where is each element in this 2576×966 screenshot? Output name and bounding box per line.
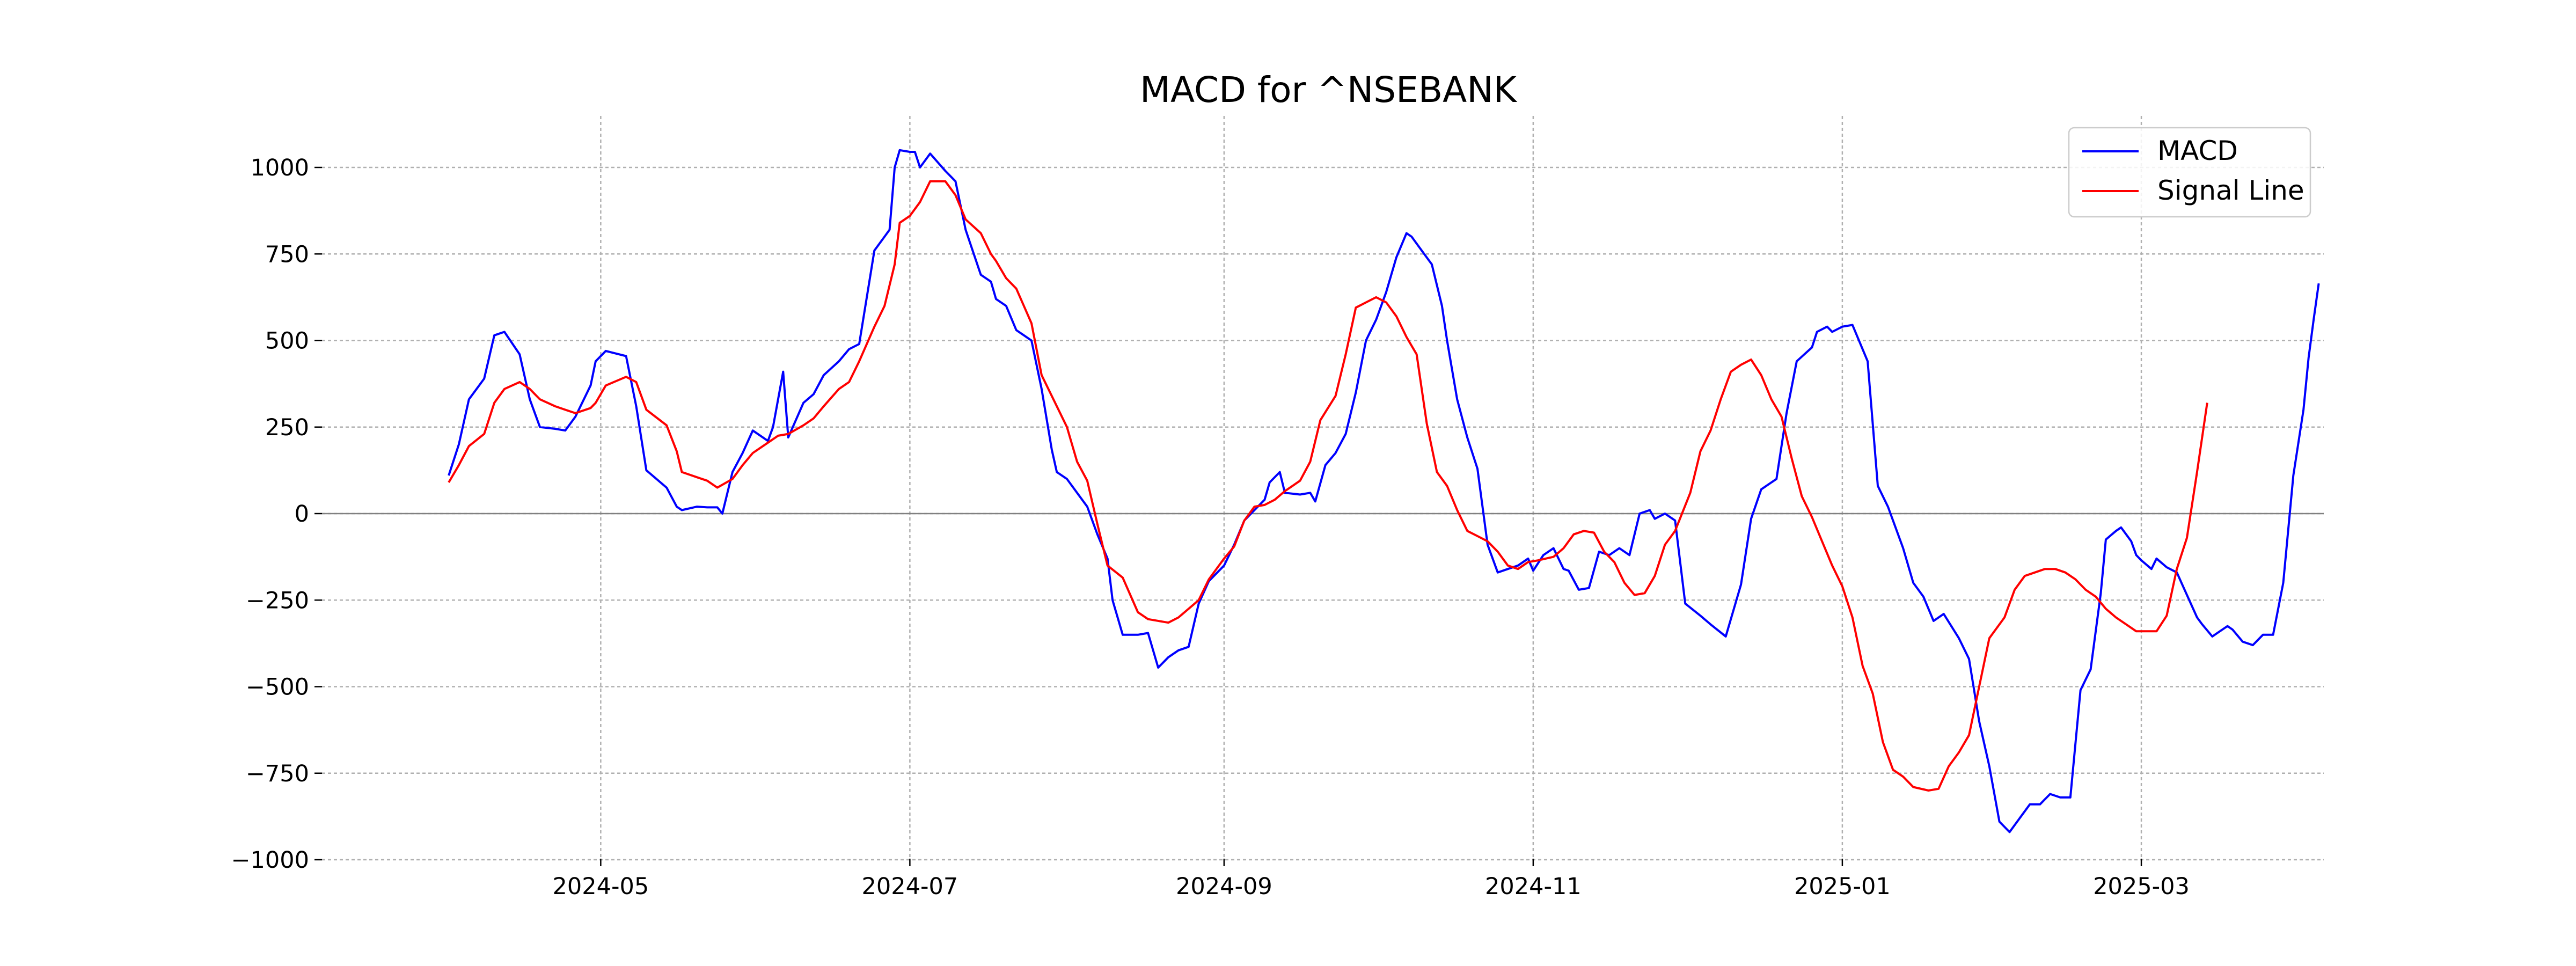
x-tick-label: 2024-05 [553, 873, 649, 900]
x-tick-label: 2024-09 [1176, 873, 1272, 900]
legend: MACD Signal Line [2068, 127, 2311, 218]
y-tick-label: −500 [246, 674, 309, 701]
y-tick-label: −1000 [231, 847, 309, 874]
series-line-signal-line [448, 180, 2208, 792]
y-tick-label: 500 [265, 328, 309, 355]
x-tick-label: 2024-11 [1485, 873, 1582, 900]
legend-label-signal-line: Signal Line [2157, 175, 2304, 206]
series-line-macd [448, 149, 2320, 833]
x-tick-label: 2024-07 [862, 873, 958, 900]
y-tick-label: −750 [246, 760, 309, 787]
x-tick-label: 2025-03 [2093, 873, 2190, 900]
legend-box [2068, 127, 2311, 218]
x-tick-label: 2025-01 [1794, 873, 1891, 900]
grid [322, 116, 2324, 861]
y-tick-label: 750 [265, 241, 309, 268]
legend-label-macd: MACD [2157, 135, 2238, 166]
y-tick-label: 0 [295, 501, 309, 528]
chart-title: MACD for ^NSEBANK [1140, 69, 1518, 111]
y-tick-label: 1000 [251, 155, 309, 181]
axes: 2024-05 2024-07 2024-09 2024-11 2025-01 2025-… [231, 155, 2190, 900]
y-tick-label: 250 [265, 414, 309, 441]
y-tick-label: −250 [246, 587, 309, 614]
series [448, 149, 2320, 833]
